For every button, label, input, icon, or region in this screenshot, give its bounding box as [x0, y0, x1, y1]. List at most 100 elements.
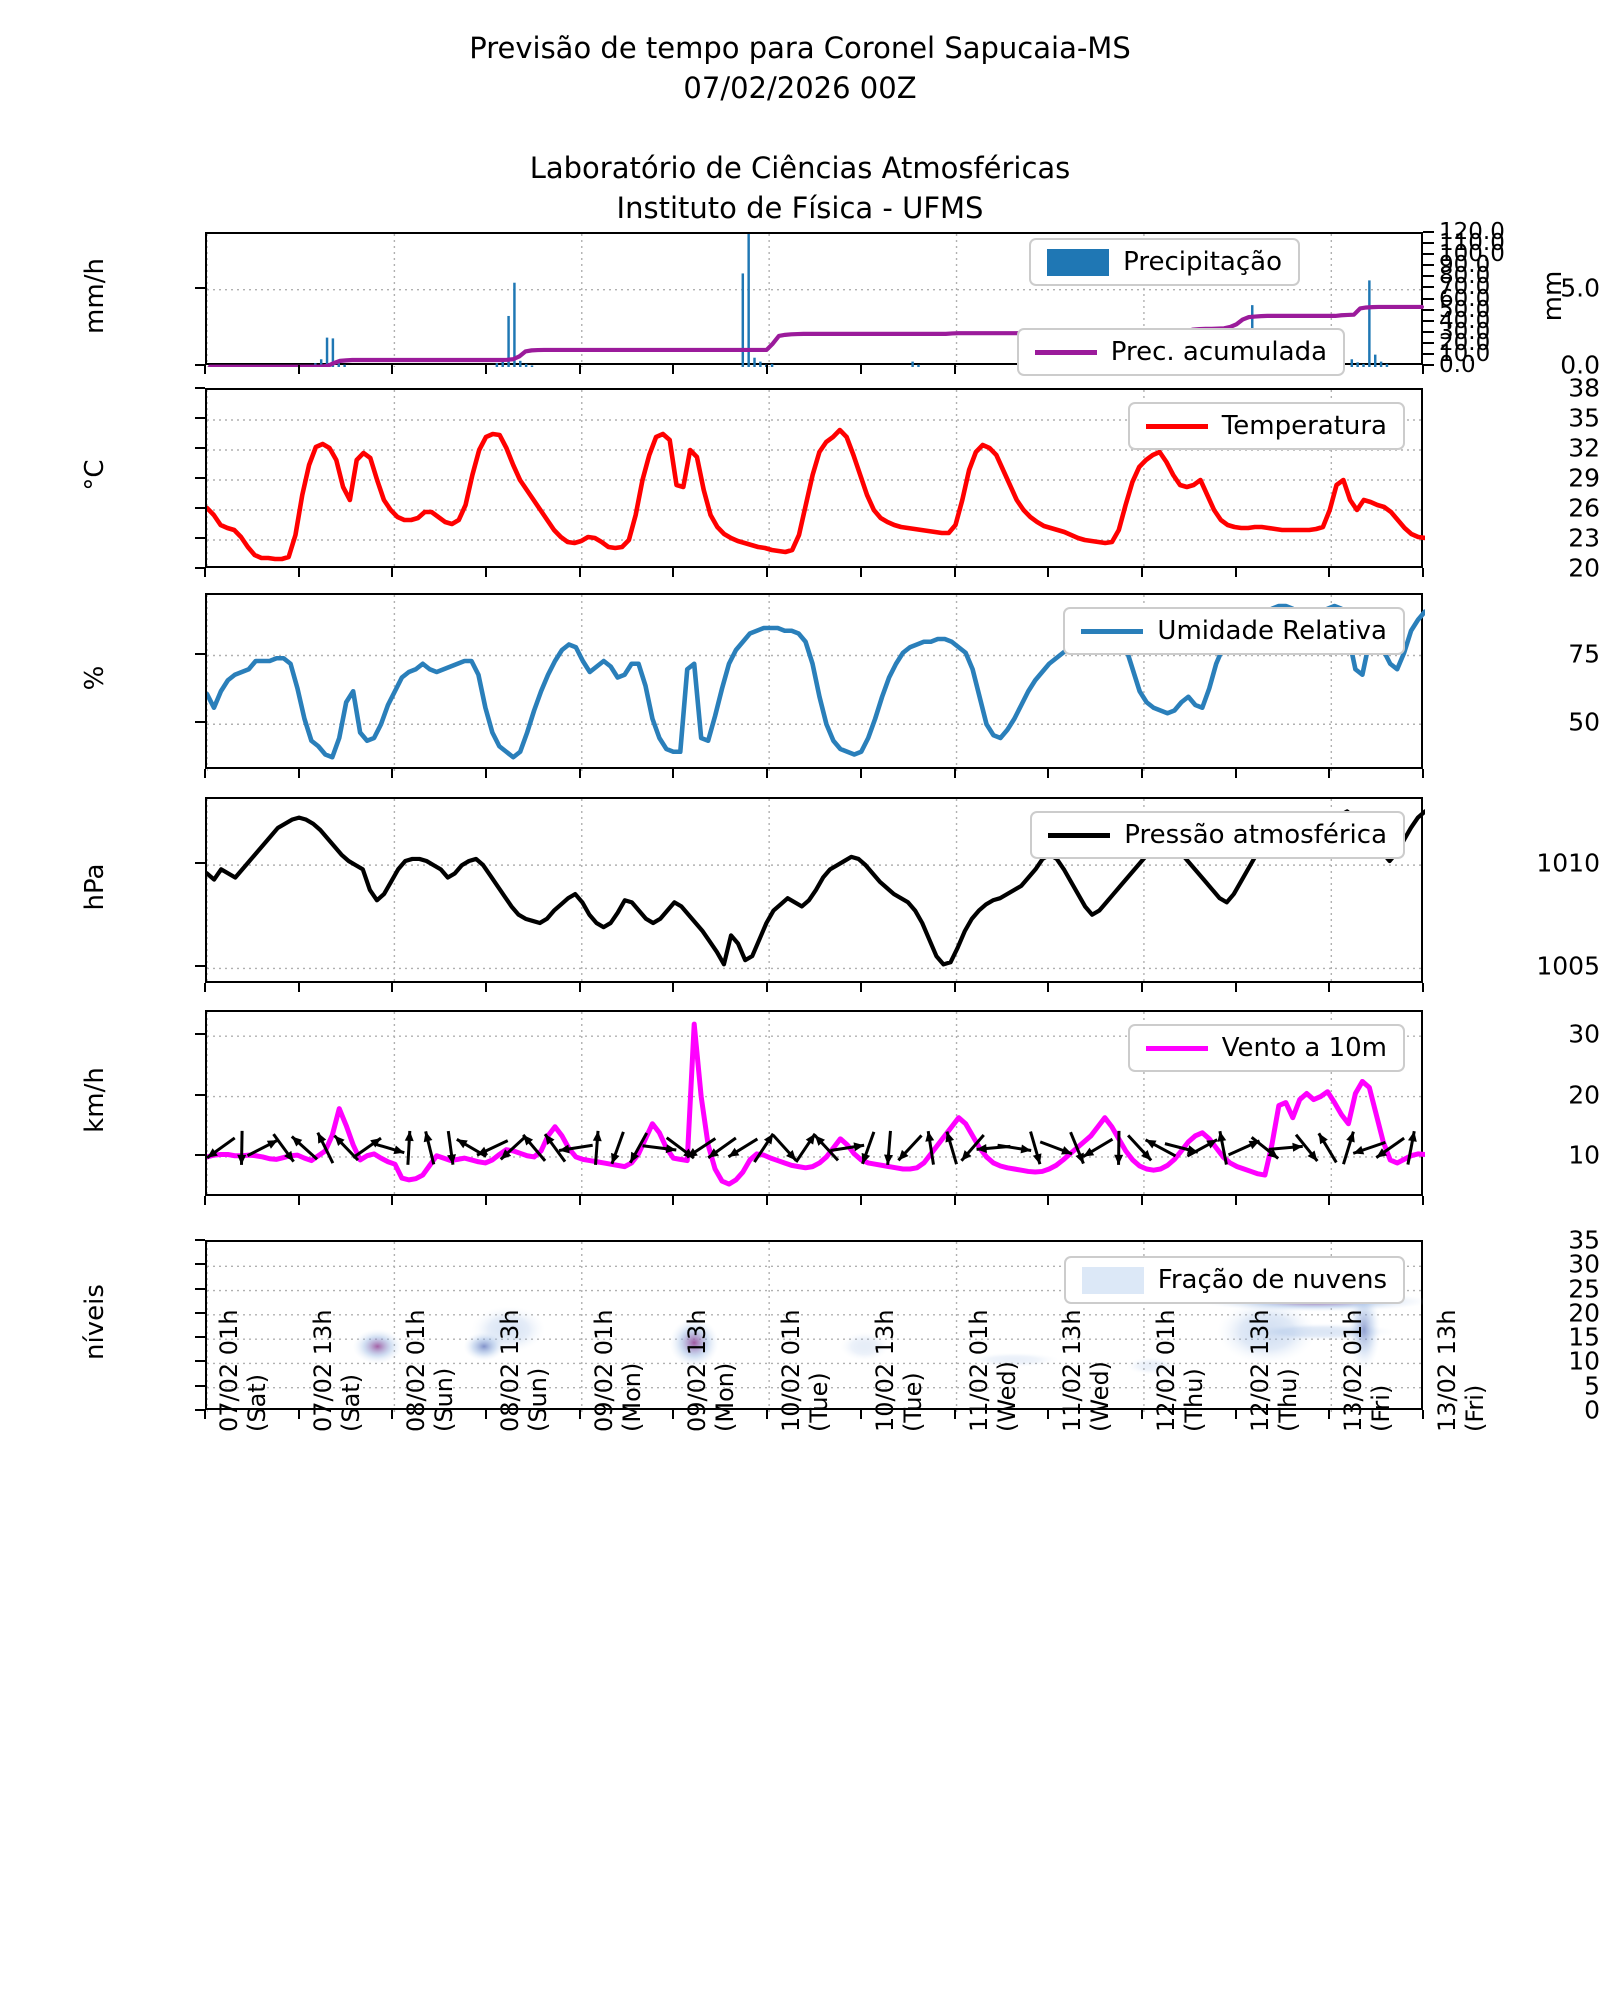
x-tick-mark — [297, 769, 300, 778]
y-tick-label: 1005 — [1536, 951, 1600, 981]
x-tick-mark — [297, 568, 300, 577]
y-tick-label-right: 70.0 — [1439, 274, 1491, 301]
y-tick-mark — [195, 1360, 205, 1363]
x-tick-label: 09/02 01h — [589, 1309, 618, 1432]
legend-label: Fração de nuvens — [1157, 1265, 1387, 1295]
x-tick-mark — [672, 568, 675, 577]
x-tick-label: (Fri) — [1461, 1384, 1489, 1432]
y-tick-mark — [195, 1093, 205, 1096]
y-tick-label-right: 40.0 — [1439, 307, 1491, 334]
x-tick-mark — [1328, 983, 1331, 992]
y-tick-label: 1010 — [1536, 848, 1600, 878]
x-tick-mark — [1140, 568, 1143, 577]
x-tick-label: (Sat) — [243, 1373, 271, 1432]
y-axis-label-right: mm — [1538, 270, 1568, 321]
y-tick-label-right: 50.0 — [1439, 296, 1491, 323]
x-tick-mark — [485, 1196, 488, 1205]
x-tick-mark — [485, 1410, 488, 1419]
y-tick-label-right: 10.0 — [1439, 340, 1491, 367]
x-tick-label: 07/02 13h — [308, 1309, 337, 1432]
y-tick-mark-right — [1423, 341, 1434, 344]
x-tick-mark — [578, 568, 581, 577]
y-axis-label-temperature: °C — [80, 459, 110, 491]
x-tick-mark — [1047, 983, 1050, 992]
x-tick-label: 07/02 01h — [215, 1309, 243, 1432]
y-tick-label-right: 0.0 — [1439, 352, 1476, 378]
x-tick-mark — [1328, 568, 1331, 577]
y-tick-mark — [195, 1153, 205, 1156]
y-tick-mark — [195, 567, 205, 569]
x-tick-mark — [859, 365, 862, 374]
y-tick-mark — [195, 537, 205, 539]
y-tick-label-right: 110.0 — [1439, 230, 1505, 257]
x-tick-mark — [578, 1410, 581, 1419]
x-tick-mark — [204, 1410, 206, 1419]
y-axis-label-wind_10m: km/h — [80, 1067, 110, 1133]
y-tick-mark — [195, 965, 205, 968]
y-tick-label: 0.0 — [1560, 350, 1600, 380]
legend-swatch — [1048, 832, 1111, 838]
x-tick-mark — [1234, 983, 1237, 992]
x-tick-label: (Wed) — [1086, 1360, 1115, 1432]
legend-label: Vento a 10m — [1221, 1033, 1387, 1063]
x-tick-mark — [391, 568, 394, 577]
x-tick-mark — [766, 769, 769, 778]
x-tick-label: 09/02 13h — [683, 1309, 712, 1432]
y-tick-mark — [195, 721, 205, 724]
legend-precipitation-0: Precipitação — [1029, 238, 1300, 286]
y-tick-label: 50 — [1568, 707, 1600, 737]
y-tick-mark — [195, 1311, 205, 1314]
y-tick-label: 10 — [1568, 1346, 1600, 1376]
legend-label: Pressão atmosférica — [1124, 820, 1387, 850]
y-tick-mark — [195, 1409, 205, 1411]
y-tick-label: 38 — [1568, 373, 1600, 403]
x-tick-label: (Thu) — [1273, 1368, 1302, 1432]
x-tick-mark — [391, 769, 394, 778]
y-tick-mark-right — [1423, 242, 1434, 245]
x-tick-mark — [297, 983, 300, 992]
y-tick-label: 26 — [1568, 493, 1600, 523]
y-tick-mark — [195, 1239, 205, 1241]
y-tick-label-right: 100.0 — [1439, 241, 1505, 268]
y-tick-mark-right — [1423, 286, 1434, 289]
x-tick-mark — [578, 1196, 581, 1205]
x-tick-label: (Wed) — [992, 1360, 1021, 1432]
plot-pressure — [207, 799, 1425, 985]
y-tick-mark — [195, 447, 205, 449]
x-tick-mark — [1422, 983, 1424, 992]
legend-label: Precipitação — [1123, 247, 1282, 277]
x-tick-mark — [578, 769, 581, 778]
x-tick-mark — [391, 1196, 394, 1205]
x-tick-mark — [953, 365, 956, 374]
y-tick-mark — [195, 652, 205, 655]
x-tick-mark — [1047, 1410, 1050, 1419]
x-tick-label: 12/02 13h — [1245, 1309, 1274, 1432]
x-tick-label: 10/02 13h — [870, 1309, 899, 1432]
x-tick-mark — [1234, 1410, 1237, 1419]
x-tick-label: 12/02 01h — [1151, 1309, 1180, 1432]
x-tick-mark — [204, 1196, 206, 1205]
y-tick-mark-right — [1423, 319, 1434, 322]
y-tick-label: 35 — [1568, 403, 1600, 433]
x-tick-mark — [1140, 1196, 1143, 1205]
x-tick-mark — [672, 769, 675, 778]
y-tick-label-right: 60.0 — [1439, 285, 1491, 312]
x-tick-label: (Sun) — [524, 1367, 553, 1432]
panel-temperature — [205, 388, 1425, 570]
x-tick-mark — [391, 1410, 394, 1419]
subtitle-line-2: Instituto de Física - UFMS — [616, 191, 984, 225]
x-tick-label: (Tue) — [898, 1372, 927, 1432]
y-tick-mark — [195, 1287, 205, 1290]
y-tick-mark — [195, 1263, 205, 1266]
y-tick-label: 30 — [1568, 1019, 1600, 1049]
x-tick-mark — [766, 1410, 769, 1419]
x-tick-mark — [1328, 1196, 1331, 1205]
y-tick-mark — [195, 1336, 205, 1339]
y-tick-label: 10 — [1568, 1140, 1600, 1170]
title-line-2: 07/02/2026 00Z — [683, 71, 917, 105]
x-tick-mark — [859, 1410, 862, 1419]
x-tick-label: (Mon) — [711, 1362, 740, 1432]
y-tick-label-right: 90.0 — [1439, 252, 1491, 279]
x-tick-mark — [859, 983, 862, 992]
x-tick-mark — [204, 568, 206, 577]
